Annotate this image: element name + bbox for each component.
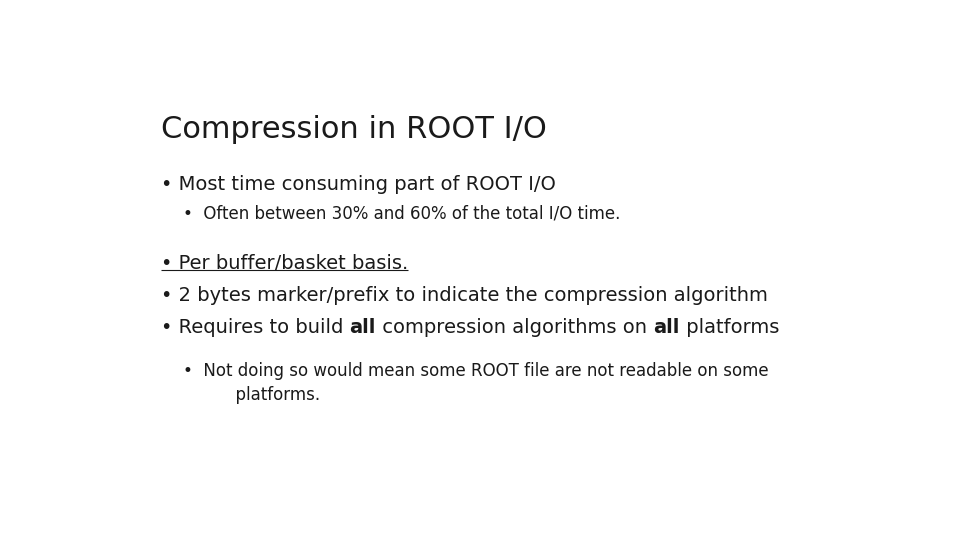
Text: • 2 bytes marker/prefix to indicate the compression algorithm: • 2 bytes marker/prefix to indicate the … [161,286,768,305]
Text: •  Often between 30% and 60% of the total I/O time.: • Often between 30% and 60% of the total… [183,204,620,222]
Text: •  Not doing so would mean some ROOT file are not readable on some
          pla: • Not doing so would mean some ROOT file… [183,362,769,404]
Text: • Most time consuming part of ROOT I/O: • Most time consuming part of ROOT I/O [161,175,556,194]
Text: compression algorithms on: compression algorithms on [376,318,653,337]
Text: • Requires to build: • Requires to build [161,318,349,337]
Text: all: all [349,318,376,337]
Text: Compression in ROOT I/O: Compression in ROOT I/O [161,114,547,144]
Text: platforms: platforms [680,318,779,337]
Text: • Per buffer/basket basis.: • Per buffer/basket basis. [161,254,408,273]
Text: all: all [653,318,680,337]
